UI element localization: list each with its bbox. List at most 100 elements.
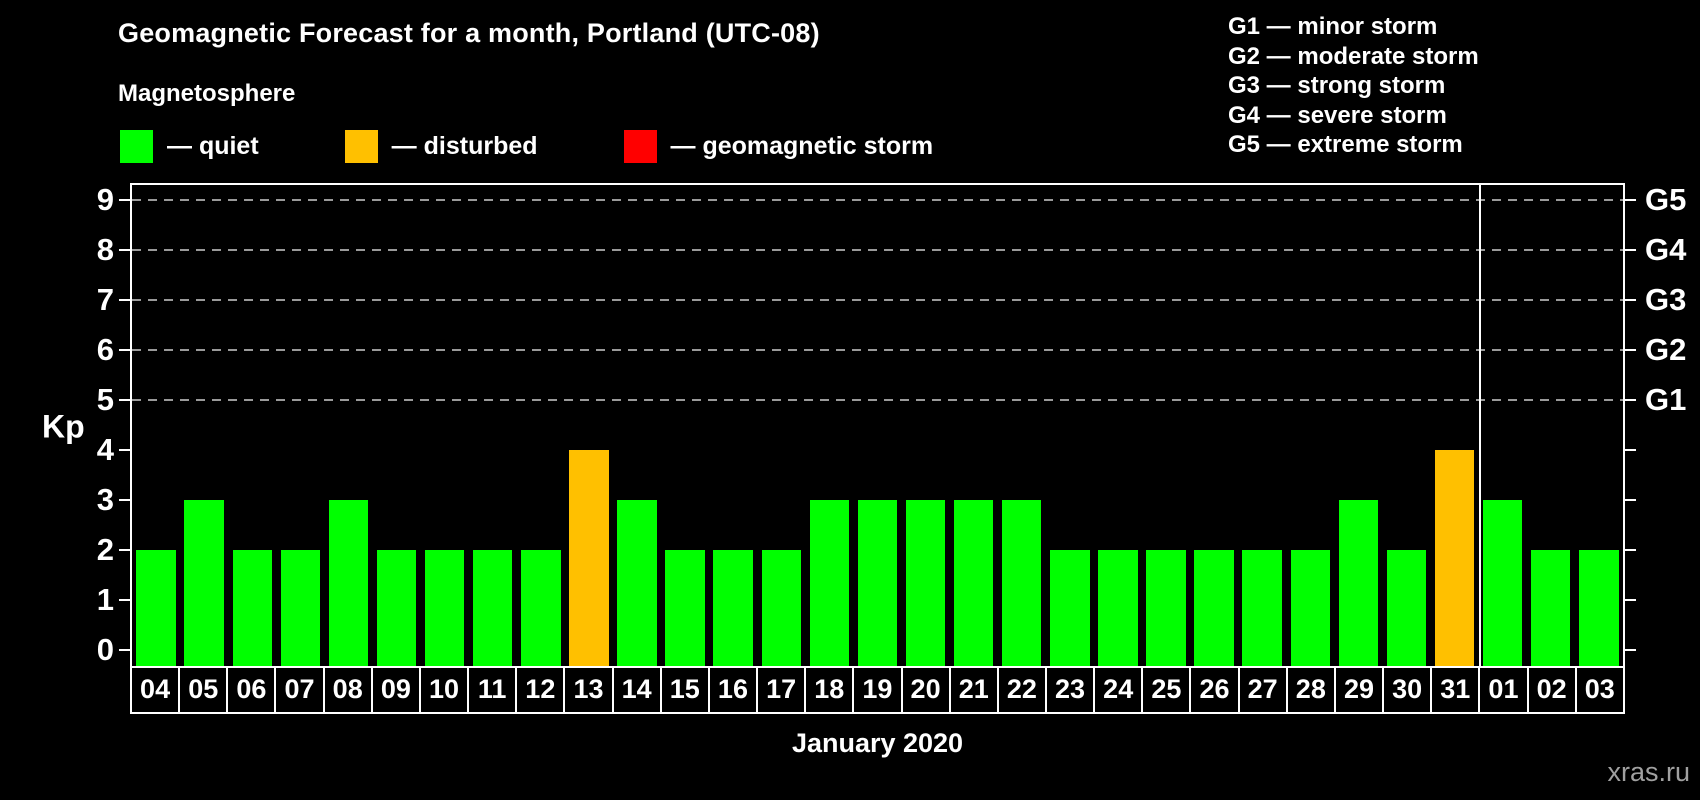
kp-bar-28 [1290,550,1330,666]
legend-label-disturbed: — disturbed [391,132,538,160]
legend-item-storm: — geomagnetic storm [623,130,933,163]
right-axis-tick-2 [1625,549,1636,551]
day-cell-09: 09 [370,666,421,714]
kp-bar-04 [136,550,176,666]
day-cell-14: 14 [611,666,662,714]
day-cell-15: 15 [659,666,710,714]
day-cell-22: 22 [996,666,1047,714]
gridline-kp7 [132,299,1623,301]
y-axis-tick-2 [119,549,130,551]
y-axis-label-2: 2 [96,532,114,567]
status-legend: — quiet — disturbed — geomagnetic storm [120,130,933,163]
bar-slot-01 [1479,185,1527,666]
right-axis-tick-0 [1625,649,1636,651]
bar-slot-30 [1382,185,1430,666]
storm-scale-g4: G4 — severe storm [1228,101,1447,129]
bar-slot-13 [565,185,613,666]
right-axis-tick-9 [1625,199,1636,201]
legend-item-quiet: — quiet [120,130,259,163]
bar-slot-19 [853,185,901,666]
bar-slot-04 [132,185,180,666]
chart-plot-area [130,183,1625,666]
right-axis-tick-5 [1625,399,1636,401]
bar-slot-24 [1094,185,1142,666]
right-axis-label-g1: G1 [1645,382,1687,417]
day-cell-02: 02 [1526,666,1577,714]
kp-bar-11 [472,550,513,666]
day-cell-30: 30 [1382,666,1433,714]
kp-bar-08 [328,500,369,666]
day-cell-11: 11 [467,666,518,714]
kp-bar-31 [1434,450,1475,666]
kp-bar-18 [809,500,850,666]
day-cell-31: 31 [1430,666,1481,714]
bar-slot-08 [324,185,372,666]
storm-scale-g2: G2 — moderate storm [1228,42,1479,70]
bar-slot-31 [1431,185,1479,666]
y-axis-label-7: 7 [96,282,114,317]
right-axis-tick-8 [1625,249,1636,251]
kp-bar-12 [521,550,561,666]
legend-label-quiet: — quiet [167,132,259,160]
day-cell-06: 06 [226,666,277,714]
disturbed-color-swatch [344,130,378,163]
y-axis-tick-1 [119,599,130,601]
kp-bar-07 [280,550,321,666]
y-axis-tick-0 [119,649,130,651]
bar-slot-03 [1575,185,1623,666]
bar-slot-18 [805,185,853,666]
storm-scale-g3: G3 — strong storm [1228,72,1446,99]
bar-slot-02 [1527,185,1575,666]
day-cell-21: 21 [948,666,999,714]
kp-bar-10 [424,550,465,666]
y-axis-tick-4 [119,449,130,451]
bar-slot-23 [1046,185,1094,666]
chart-title: Geomagnetic Forecast for a month, Portla… [118,18,820,48]
y-axis-label-1: 1 [96,582,114,617]
kp-bar-20 [905,500,946,666]
legend-heading: Magnetosphere [118,80,296,107]
y-axis-label-0: 0 [96,632,114,667]
month-boundary-line [1478,185,1481,666]
right-axis-label-g5: G5 [1645,182,1687,217]
bar-slot-05 [180,185,228,666]
kp-bar-22 [1002,500,1042,666]
day-cell-28: 28 [1285,666,1336,714]
legend-item-disturbed: — disturbed [344,130,538,163]
day-cell-18: 18 [804,666,855,714]
right-axis-tick-6 [1625,349,1636,351]
day-cell-24: 24 [1093,666,1144,714]
day-cell-07: 07 [274,666,325,714]
kp-bar-01 [1482,500,1523,666]
bar-slot-28 [1286,185,1334,666]
day-cell-17: 17 [756,666,807,714]
day-cell-12: 12 [515,666,566,714]
y-axis-tick-3 [119,499,130,501]
bar-slot-17 [757,185,805,666]
kp-bar-25 [1146,550,1186,666]
y-axis-label-3: 3 [96,482,114,517]
day-cell-08: 08 [322,666,373,714]
right-axis-label-g2: G2 [1645,332,1687,367]
bar-slot-27 [1238,185,1286,666]
day-cell-16: 16 [707,666,759,714]
right-axis-label-g4: G4 [1645,232,1687,267]
kp-bar-09 [376,550,417,666]
bar-slot-21 [950,185,998,666]
y-axis-tick-6 [119,349,130,351]
x-axis-day-labels: 04 05 06 07 08 09 10 11 12 13 14 15 16 17 18 19 20 21 22 23… [130,666,1625,714]
kp-bar-02 [1531,550,1571,666]
kp-bar-15 [665,550,705,666]
right-axis-tick-4 [1625,449,1636,451]
y-axis-tick-5 [119,399,130,401]
kp-bar-06 [232,550,272,666]
storm-scale-g5: G5 — extreme storm [1228,131,1463,158]
bar-slot-12 [517,185,565,666]
bar-slot-07 [276,185,324,666]
bar-slot-22 [998,185,1046,666]
bar-slot-20 [902,185,950,666]
kp-bar-19 [857,500,898,666]
kp-bar-05 [184,500,224,666]
kp-bar-13 [569,450,609,666]
bar-slot-25 [1142,185,1190,666]
